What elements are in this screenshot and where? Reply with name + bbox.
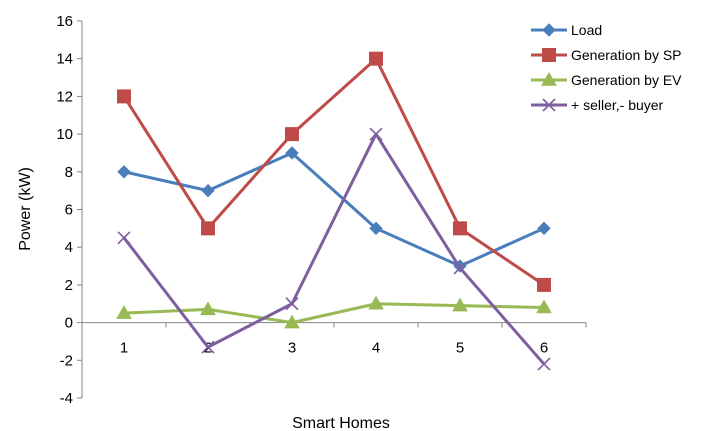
data-point	[201, 340, 215, 354]
data-point	[537, 221, 551, 236]
series-line	[122, 132, 546, 366]
data-point	[536, 299, 552, 314]
data-point	[285, 146, 299, 160]
y-axis-label: Power (kW)	[17, 167, 34, 251]
y-tick-label: 6	[65, 202, 73, 219]
x-axis-label: Smart Homes	[292, 415, 390, 431]
data-point	[369, 221, 383, 236]
legend-label: Generation by EV	[571, 72, 682, 88]
x-tick-label: 3	[288, 340, 296, 357]
data-point	[117, 89, 131, 104]
data-point	[537, 357, 551, 371]
series-line	[123, 302, 545, 325]
series-1	[117, 51, 551, 292]
y-tick-label: 14	[56, 51, 73, 68]
data-point	[453, 261, 467, 275]
y-tick-label: 0	[65, 315, 73, 332]
series-3	[117, 127, 551, 371]
data-point	[285, 297, 299, 311]
data-point	[117, 231, 131, 245]
data-point	[201, 221, 215, 236]
y-tick-label: 16	[56, 13, 73, 30]
legend-item: Generation by SP	[531, 47, 682, 63]
data-point	[537, 277, 551, 292]
y-tick-label: 2	[65, 277, 73, 294]
legend-swatch-marker	[542, 98, 556, 112]
x-tick-label: 5	[456, 340, 464, 357]
x-tick-label: 1	[120, 340, 128, 357]
legend-swatch-marker	[541, 71, 557, 86]
data-point	[201, 183, 215, 198]
y-tick-label: -4	[60, 390, 73, 407]
legend-item: + seller,- buyer	[531, 97, 664, 113]
data-point	[368, 295, 384, 310]
legend-label: + seller,- buyer	[571, 97, 664, 113]
legend-item: Load	[531, 22, 602, 38]
y-tick-label: -2	[60, 352, 73, 369]
y-tick-label: 4	[65, 239, 73, 256]
legend-swatch-marker	[542, 23, 556, 37]
y-tick-label: 10	[56, 126, 73, 143]
series-line	[122, 57, 545, 287]
series-0	[117, 146, 551, 273]
data-point	[369, 51, 383, 66]
y-tick-label: 12	[56, 88, 73, 105]
legend-label: Load	[571, 22, 602, 38]
data-point	[116, 305, 132, 319]
series-2	[116, 295, 552, 329]
x-tick-label: 4	[372, 340, 380, 357]
data-point	[284, 314, 300, 329]
series-layer	[116, 51, 552, 371]
legend: Load Generation by SP Generation by EV + se…	[531, 22, 682, 113]
x-tick-label: 6	[540, 340, 548, 357]
data-point	[200, 301, 216, 316]
legend-label: Generation by SP	[571, 47, 682, 63]
data-point	[453, 221, 467, 236]
data-point	[452, 297, 468, 312]
data-point	[117, 165, 131, 179]
legend-item: Generation by EV	[531, 71, 682, 88]
series-line	[123, 151, 545, 268]
data-point	[369, 127, 383, 141]
legend-swatch-marker	[542, 48, 556, 62]
y-tick-label: 8	[65, 164, 73, 181]
data-point	[285, 127, 299, 142]
